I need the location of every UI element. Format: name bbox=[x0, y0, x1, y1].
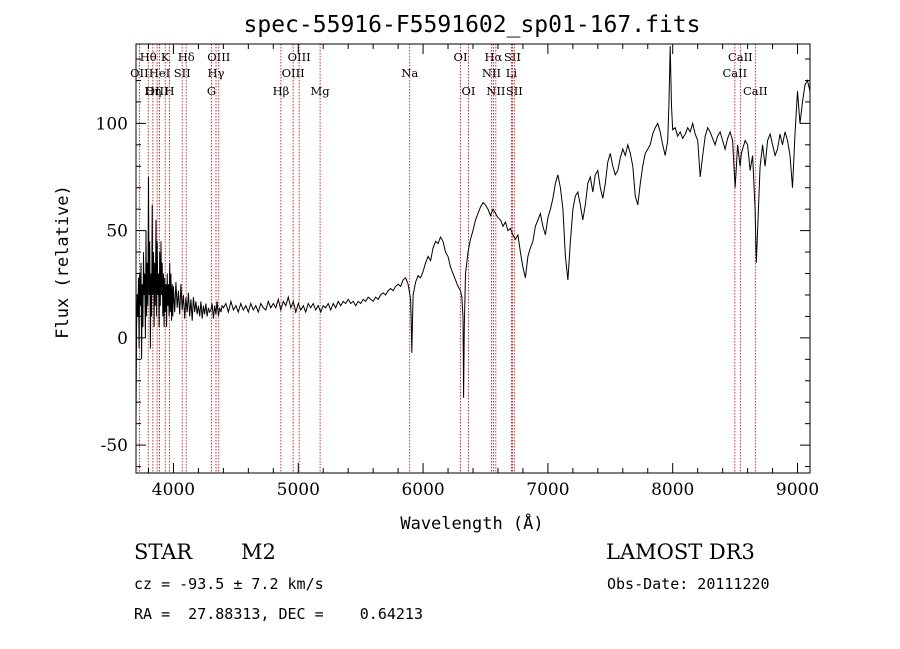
line-marker-label: Hβ bbox=[273, 84, 290, 98]
line-marker-label: OIII bbox=[146, 84, 169, 98]
line-marker-label: SII bbox=[506, 84, 523, 98]
redshift-velocity: cz = -93.5 ± 7.2 km/s bbox=[134, 575, 324, 593]
line-marker-label: OI bbox=[462, 84, 476, 98]
line-marker-label: G bbox=[207, 84, 216, 98]
survey-name: LAMOST DR3 bbox=[606, 540, 755, 564]
coordinates: RA = 27.88313, DEC = 0.64213 bbox=[134, 605, 423, 623]
line-marker-label: Hθ bbox=[140, 50, 157, 64]
axis-ticks: 4000 5000 6000 7000 8000 9000 -50 0 50 100 bbox=[96, 44, 819, 500]
x-tick-label: 7000 bbox=[526, 480, 569, 500]
x-tick-label: 6000 bbox=[401, 480, 444, 500]
y-tick-label: 100 bbox=[96, 114, 128, 134]
x-tick-label: 9000 bbox=[776, 480, 819, 500]
line-marker-label: OI bbox=[454, 50, 468, 64]
line-marker-label: Hη bbox=[144, 84, 161, 98]
line-marker-label: OIII bbox=[207, 50, 230, 64]
chart-title: spec-55916-F5591602_sp01-167.fits bbox=[244, 12, 701, 38]
line-marker-label: OIII bbox=[282, 66, 305, 80]
line-marker-label: Hα bbox=[484, 50, 502, 64]
line-marker-label: SII bbox=[504, 50, 521, 64]
object-subclass: M2 bbox=[241, 540, 276, 564]
x-axis-label: Wavelength (Å) bbox=[400, 512, 543, 534]
x-tick-label: 4000 bbox=[152, 480, 195, 500]
y-tick-label: 50 bbox=[106, 222, 128, 242]
x-tick-label: 5000 bbox=[277, 480, 320, 500]
line-marker-label: Hδ bbox=[178, 50, 195, 64]
plot-frame bbox=[135, 43, 811, 474]
line-marker-label: Na bbox=[401, 66, 418, 80]
y-tick-label: 0 bbox=[117, 329, 128, 349]
line-marker-label: Mg bbox=[311, 84, 331, 98]
line-marker-label: HeI bbox=[149, 66, 170, 80]
line-marker-label: NII bbox=[486, 84, 505, 98]
line-marker-label: OII bbox=[130, 66, 149, 80]
line-marker-label: CaII bbox=[722, 66, 747, 80]
x-tick-label: 8000 bbox=[651, 480, 694, 500]
y-tick-label: -50 bbox=[101, 436, 128, 456]
line-marker-label: CaII bbox=[728, 50, 753, 64]
observation-date: Obs-Date: 20111220 bbox=[607, 575, 770, 593]
line-marker-label: H bbox=[165, 84, 175, 98]
y-axis-label: Flux (relative) bbox=[53, 185, 73, 339]
line-marker-label: K bbox=[161, 50, 170, 64]
line-marker-label: OIII bbox=[288, 50, 311, 64]
line-marker-label: SII bbox=[174, 66, 191, 80]
spectrum-line bbox=[135, 46, 811, 424]
object-type: STAR bbox=[134, 540, 193, 564]
line-marker-label: NII bbox=[482, 66, 501, 80]
line-marker-label: Li bbox=[506, 66, 518, 80]
line-marker-label: Hγ bbox=[208, 66, 225, 80]
line-marker-label: CaII bbox=[743, 84, 768, 98]
